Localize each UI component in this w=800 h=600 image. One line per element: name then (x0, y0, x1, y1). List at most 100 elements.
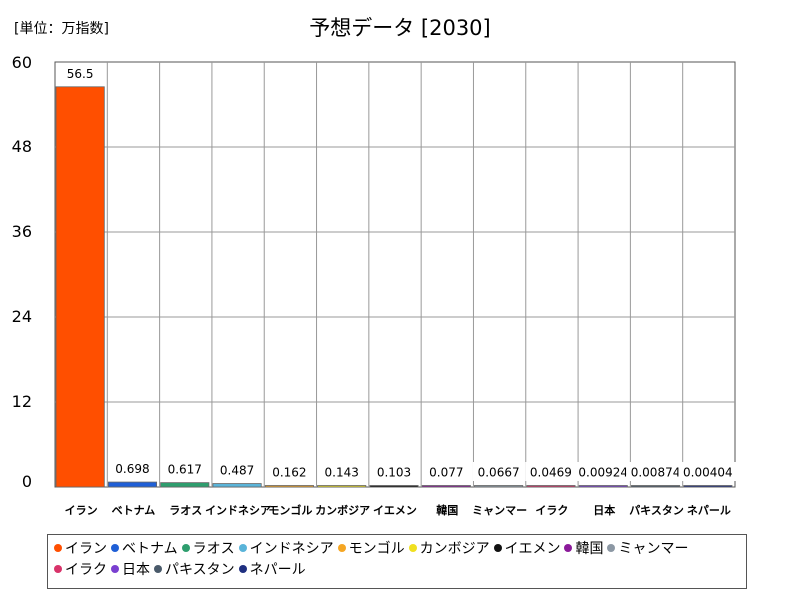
value-label-bg (472, 462, 525, 481)
legend-item: ミャンマー (607, 539, 688, 560)
y-tick-label: 12 (12, 392, 32, 411)
bar (317, 485, 367, 488)
legend-label: ベトナム (122, 541, 178, 557)
legend-item: パキスタン (154, 560, 235, 581)
value-label-bg (678, 462, 738, 481)
value-label-bg (162, 459, 207, 479)
legend-swatch (181, 544, 190, 552)
legend-item: 日本 (111, 560, 150, 581)
bar-chart: 56.5 0.698 0.617 0.487 0.162 0.143 0.103 0.077 0… (12, 53, 738, 517)
value-label-bg (215, 460, 260, 480)
value-label: 56.5 (67, 67, 94, 81)
chart-title: 予想データ [2030] (309, 16, 491, 40)
legend-label: カンボジア (419, 541, 490, 557)
x-tick-label: ラオス (169, 504, 202, 517)
legend-swatch (408, 544, 417, 552)
legend-swatch (493, 544, 502, 552)
x-tick-label: ベトナム (112, 504, 156, 517)
legend-item: イラク (54, 560, 107, 581)
value-label: 0.0667 (478, 466, 520, 480)
x-tick-label: ネパール (687, 504, 731, 517)
legend-label: モンゴル (348, 541, 405, 557)
legend-item: カンボジア (408, 539, 490, 560)
x-tick-label: 日本 (593, 503, 615, 517)
legend-label: インドネシア (249, 541, 334, 557)
legend-swatch (564, 544, 573, 552)
legend-label: イエメン (504, 541, 561, 557)
legend-swatch (54, 544, 62, 552)
value-label: 0.00924 (578, 466, 628, 480)
x-tick-label: インドネシア (205, 504, 271, 517)
bar (160, 482, 210, 488)
legend-swatch (238, 544, 247, 552)
x-tick-label: 韓国 (436, 503, 458, 517)
value-label: 0.0469 (530, 466, 572, 480)
legend-label: ラオス (192, 541, 235, 557)
bar (369, 485, 419, 488)
bar (264, 485, 314, 488)
value-label: 0.103 (377, 466, 411, 480)
legend-label: パキスタン (165, 562, 235, 578)
y-tick-label: 0 (22, 472, 32, 491)
value-label: 0.00874 (631, 466, 681, 480)
x-tick-label: イエメン (373, 504, 417, 517)
y-axis: 0 12 24 36 48 60 (12, 53, 32, 491)
value-label: 0.698 (115, 462, 149, 476)
value-label-bg (110, 458, 155, 478)
value-label: 0.487 (220, 464, 254, 478)
x-tick-label: ミャンマー (472, 504, 527, 517)
legend-item: イラン (54, 539, 107, 560)
legend-label: イラク (65, 562, 107, 578)
legend-item: ラオス (181, 539, 235, 560)
y-tick-label: 24 (12, 307, 32, 326)
y-tick-label: 36 (12, 222, 32, 241)
legend-label: ネパール (249, 562, 306, 578)
y-tick-label: 60 (12, 53, 32, 72)
value-label-bg (319, 462, 364, 481)
grid-lines (55, 62, 735, 487)
y-tick-label: 48 (12, 137, 32, 156)
legend-swatch (54, 565, 62, 573)
legend-item: ベトナム (111, 539, 178, 560)
value-label: 0.162 (272, 466, 306, 480)
legend-item: インドネシア (238, 539, 334, 560)
bar (683, 485, 733, 488)
plot-area (54, 61, 736, 488)
legend-item: ネパール (238, 560, 306, 581)
legend-label: 日本 (122, 562, 150, 578)
value-label-bg (372, 462, 416, 481)
x-tick-label: イラク (535, 504, 568, 517)
legend-swatch (154, 565, 162, 573)
bar (578, 485, 628, 488)
value-label: 0.00404 (683, 466, 733, 480)
legend-item: イエメン (493, 539, 561, 560)
value-label: 0.077 (429, 466, 463, 480)
legend-swatch (111, 544, 119, 552)
x-tick-label: パキスタン (629, 504, 684, 517)
bar (212, 483, 262, 488)
legend-item: 韓国 (564, 539, 603, 560)
bar (474, 485, 524, 488)
value-label-bg (61, 63, 99, 83)
bars: 56.5 0.698 0.617 0.487 0.162 0.143 0.103 0.077 0… (55, 63, 738, 488)
legend-label: 韓国 (575, 541, 604, 557)
bar (526, 485, 576, 488)
x-tick-label: カンボジア (315, 503, 370, 517)
value-label: 0.143 (325, 466, 359, 480)
legend-swatch (337, 544, 346, 552)
x-tick-label: イラン (65, 504, 98, 517)
x-tick-label: モンゴル (268, 503, 312, 517)
legend-swatch (111, 565, 119, 573)
legend-label: イラン (65, 541, 107, 557)
bar (630, 485, 681, 488)
legend-label: ミャンマー (618, 541, 689, 557)
legend-swatch (238, 565, 247, 573)
bar (107, 481, 158, 488)
legend: イラン ベトナム ラオス インドネシア モンゴル カンボジア イエメン 韓国 ミャンマーイラク日… (47, 534, 747, 589)
unit-label: [単位：万指数] (14, 21, 109, 37)
value-label-bg (267, 462, 312, 481)
bar (421, 485, 471, 488)
bar (55, 86, 105, 488)
value-label: 0.617 (168, 463, 202, 477)
